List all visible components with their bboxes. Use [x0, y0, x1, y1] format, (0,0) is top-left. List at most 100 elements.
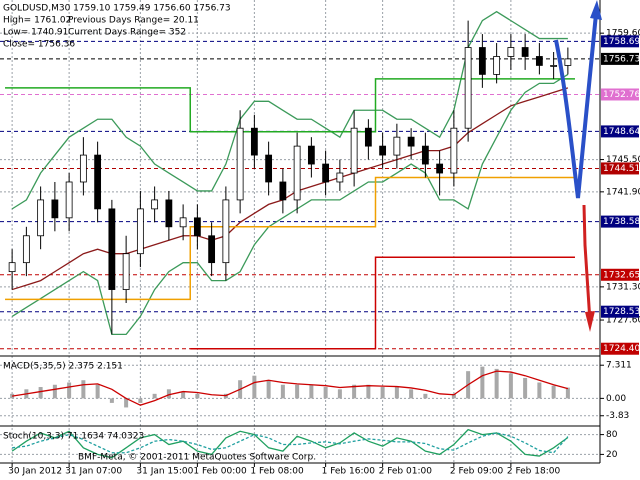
macd-bar	[266, 380, 271, 399]
arrow-head	[590, 0, 602, 20]
candle-body	[108, 208, 116, 290]
y-tick-label: 1727.60	[606, 316, 640, 326]
price-label: 1748.64	[603, 127, 640, 137]
candle-body	[179, 217, 187, 228]
price-label-box	[601, 342, 639, 355]
y-tick-label: 1745.50	[606, 155, 640, 165]
candle-body	[521, 47, 529, 57]
macd-bar	[152, 393, 157, 399]
candle-body	[51, 199, 59, 219]
candle-body	[65, 181, 73, 219]
candle-body	[250, 127, 258, 156]
macd-bar	[138, 398, 143, 403]
macd-bar	[124, 398, 129, 408]
macd-bar	[309, 384, 314, 399]
y-tick-label: -3.83	[606, 411, 629, 421]
price-label-box	[601, 88, 639, 101]
indicator-line	[12, 370, 569, 406]
plot-layer	[0, 0, 600, 467]
macd-bar	[494, 368, 499, 399]
candle-body	[393, 136, 401, 156]
candle-body	[236, 127, 244, 201]
macd-bar	[52, 384, 57, 399]
info-text: Low= 1740.91	[3, 28, 68, 38]
arrow-head	[585, 311, 595, 332]
macd-bar	[67, 382, 72, 399]
candle-body	[265, 154, 273, 183]
price-label: 1728.53	[603, 307, 640, 317]
price-label: 1738.58	[603, 217, 640, 227]
x-tick-label: 31 Jan 15:00	[136, 467, 193, 477]
candle-body	[193, 217, 201, 237]
info-text: Previous Days Range= 20.11	[68, 16, 199, 26]
x-tick-label: 31 Jan 07:00	[65, 467, 122, 477]
macd-bar	[38, 387, 43, 399]
x-tick-label: 2 Feb 01:00	[379, 467, 433, 477]
candle-body	[493, 56, 501, 75]
candle-body	[165, 199, 173, 228]
candle-body	[464, 47, 472, 129]
macd-bar	[280, 384, 285, 399]
candle-body	[507, 47, 515, 57]
macd-bar	[181, 391, 186, 399]
x-tick-label: 1 Feb 00:00	[193, 467, 247, 477]
macd-bar	[508, 373, 513, 399]
indicator-line	[11, 73, 569, 336]
indicator-line	[11, 87, 569, 291]
price-label: 1756.73	[603, 54, 640, 64]
info-text: Current Days Range= 352	[68, 28, 186, 38]
macd-bar	[366, 384, 371, 399]
y-tick-label: 20	[606, 450, 618, 460]
candle-body	[222, 199, 230, 264]
macd-bar	[380, 387, 385, 399]
x-tick-label: 2 Feb 09:00	[450, 467, 504, 477]
candle-body	[350, 127, 358, 174]
price-label-box	[601, 215, 639, 228]
macd-bar	[95, 384, 100, 399]
price-label-box	[601, 268, 639, 281]
x-tick-label: 1 Feb 08:00	[250, 467, 304, 477]
info-text: Close= 1756.36	[3, 40, 75, 50]
candle-body	[322, 163, 330, 183]
macd-bar	[523, 377, 528, 399]
candle-body	[293, 145, 301, 201]
level-step-line	[5, 176, 575, 301]
candle-body	[364, 127, 372, 147]
candle-body	[37, 199, 45, 237]
macd-bar	[565, 387, 570, 399]
indicator-line	[11, 10, 568, 210]
x-tick-label: 2 Feb 18:00	[507, 467, 561, 477]
candle-body	[307, 145, 315, 165]
y-tick-label: 1759.60	[606, 29, 640, 39]
candle-body	[450, 127, 458, 174]
candle-body	[407, 136, 415, 147]
forecast-arrow	[582, 204, 592, 323]
candle-body	[535, 56, 543, 66]
price-label-box	[601, 125, 639, 138]
macd-bar	[451, 393, 456, 399]
candle-body	[379, 145, 387, 156]
macd-bar	[337, 389, 342, 399]
panel-title: MACD(5,35,5) 2.375 2.151	[3, 362, 123, 372]
macd-bar	[109, 398, 114, 403]
candle-body	[564, 58, 572, 66]
candle-body	[421, 145, 429, 165]
macd-bar	[295, 384, 300, 399]
macd-bar	[409, 389, 414, 399]
x-tick-label: 30 Jan 2012	[8, 467, 62, 477]
x-tick-label: 1 Feb 16:00	[322, 467, 376, 477]
y-tick-label: 0.00	[606, 394, 626, 404]
macd-bar	[352, 384, 357, 399]
candle-body	[122, 253, 130, 290]
indicator-line	[11, 428, 569, 459]
candle-body	[336, 172, 344, 183]
candle-body	[136, 208, 144, 255]
forecast-arrow	[554, 13, 598, 199]
price-label: 1758.69	[603, 37, 640, 47]
macd-bar	[252, 375, 257, 399]
indicator-line	[12, 432, 569, 454]
macd-bar	[480, 366, 485, 399]
